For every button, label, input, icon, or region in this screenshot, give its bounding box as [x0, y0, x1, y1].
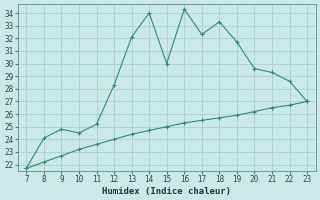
X-axis label: Humidex (Indice chaleur): Humidex (Indice chaleur) [102, 187, 231, 196]
